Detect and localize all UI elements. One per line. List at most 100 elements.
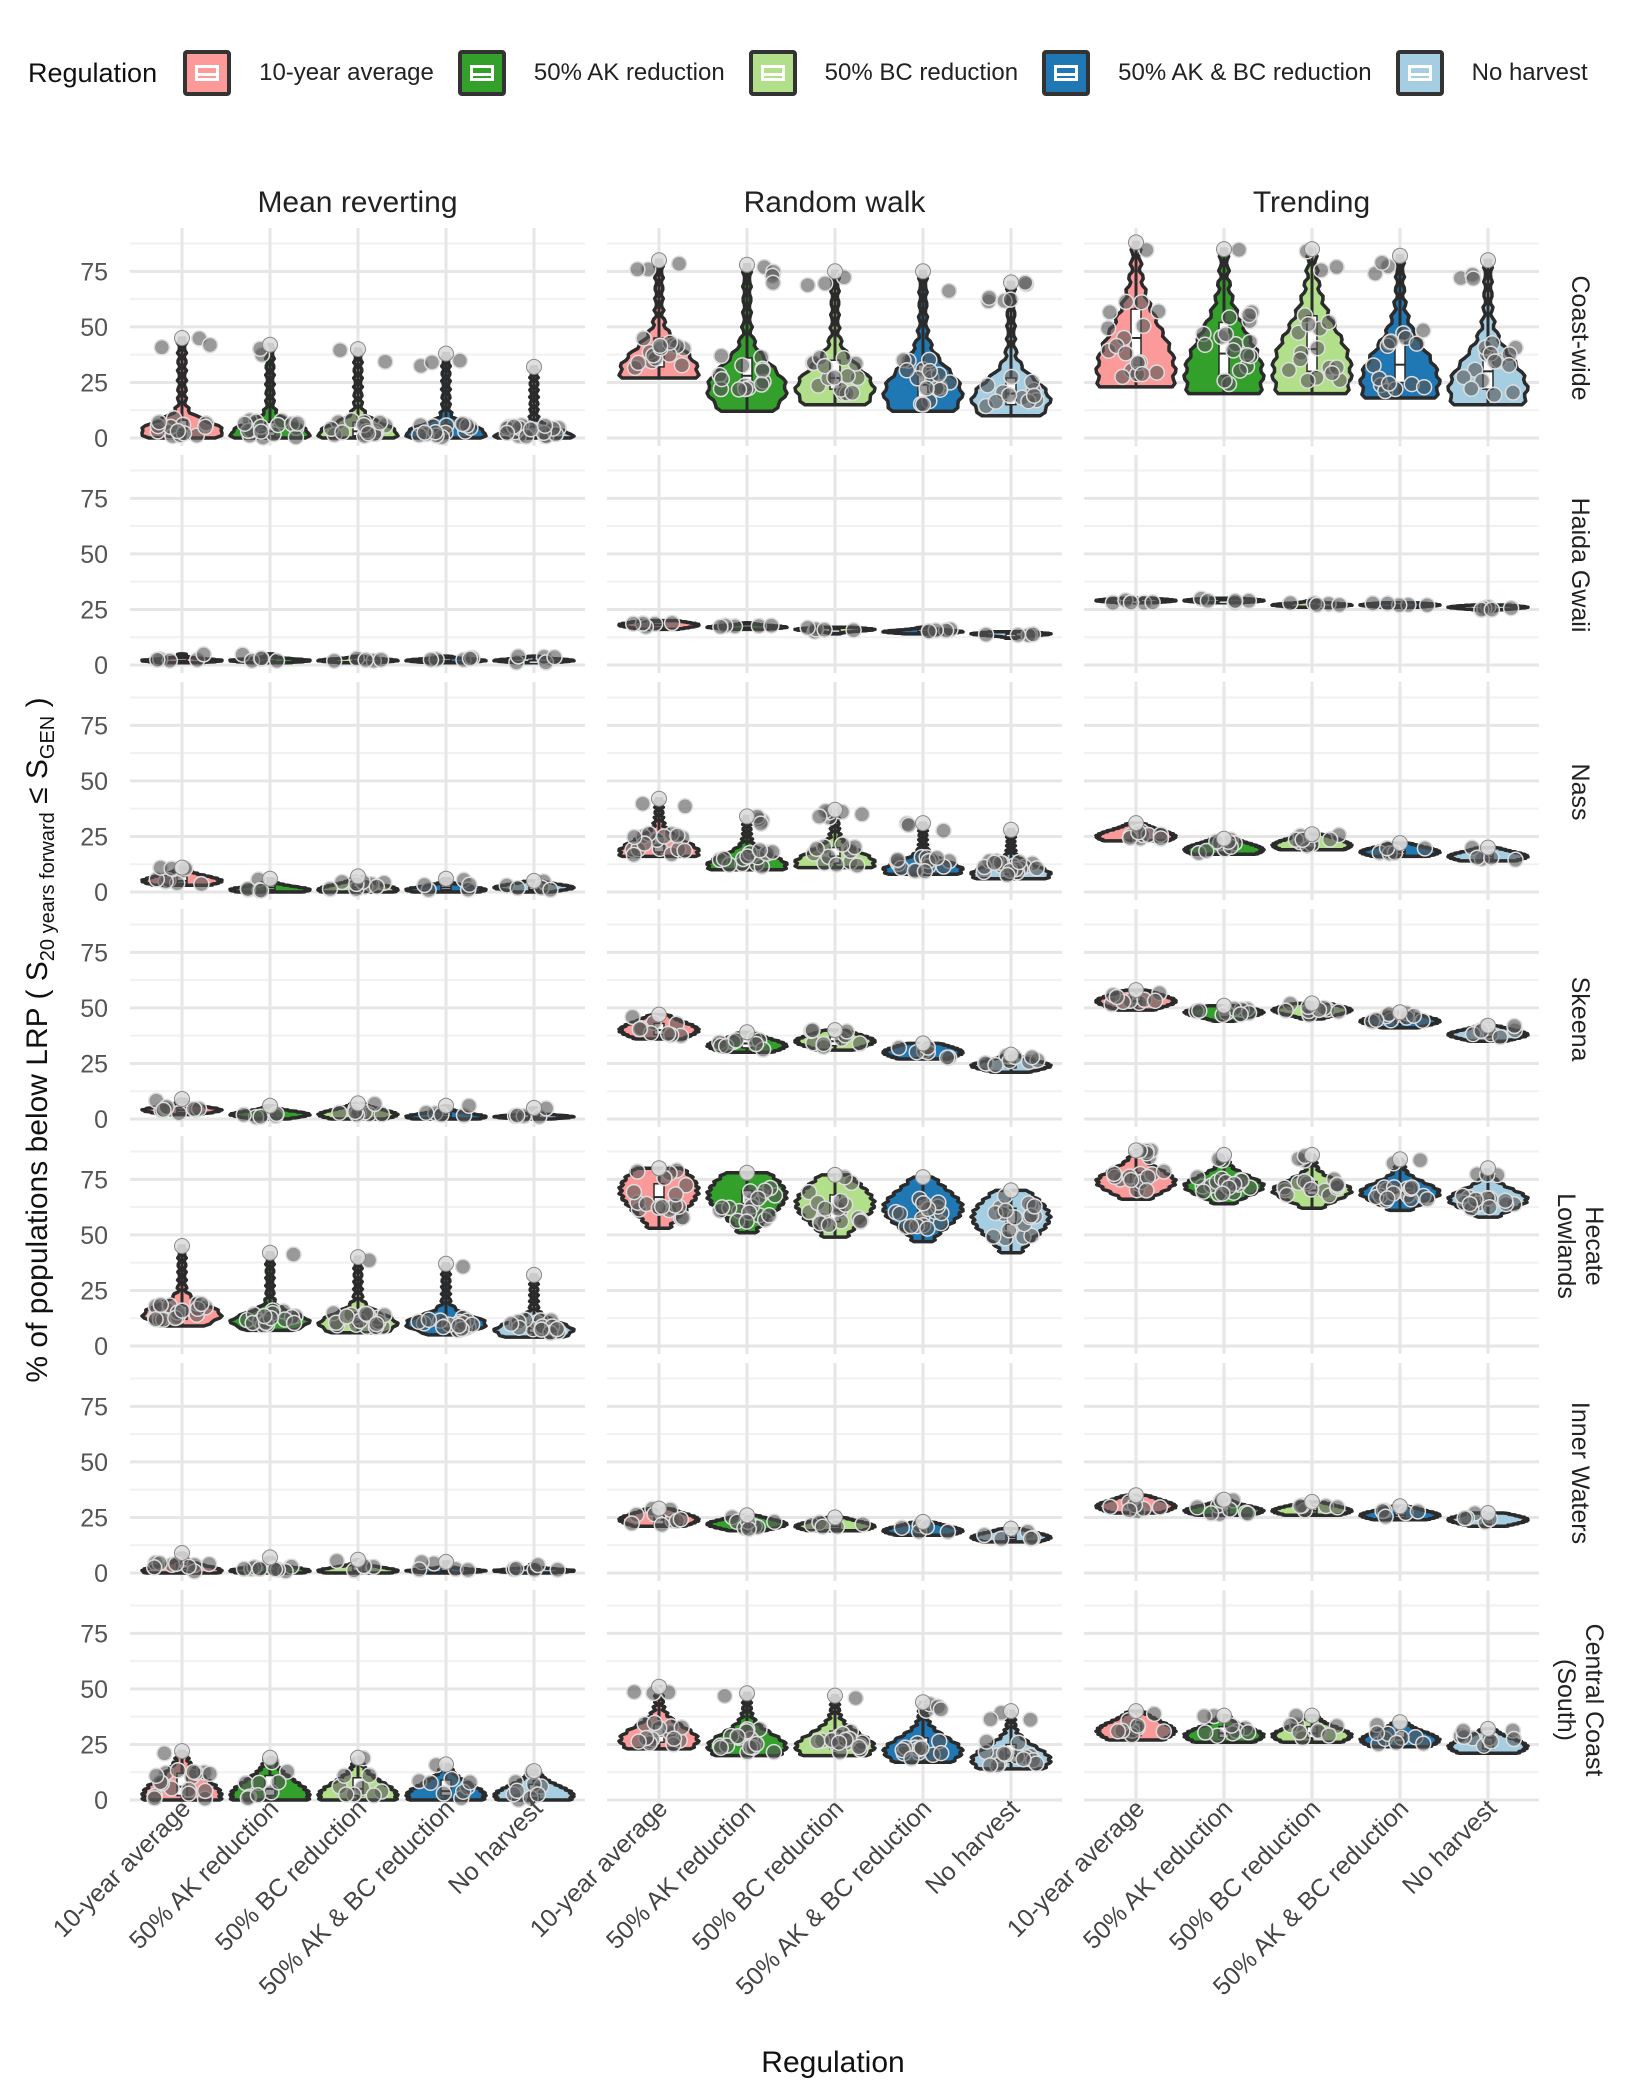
x-tick-label: 50% BC reduction: [1164, 1794, 1326, 1956]
outlier-point: [1304, 995, 1320, 1012]
data-point: [185, 1100, 203, 1118]
legend-title: Regulation: [28, 57, 158, 88]
data-point: [753, 376, 770, 393]
data-point: [1238, 346, 1256, 364]
data-point: [368, 1315, 385, 1333]
data-point: [1329, 1499, 1346, 1516]
outlier-point: [1480, 839, 1496, 856]
data-point: [1216, 372, 1233, 389]
y-tick-label: 25: [80, 596, 108, 624]
legend-label: No harvest: [1471, 59, 1588, 86]
data-point: [252, 423, 270, 440]
data-point: [459, 1561, 477, 1579]
data-point: [1481, 1199, 1498, 1216]
data-point: [646, 1714, 663, 1732]
outlier-point: [915, 1694, 931, 1711]
data-point: [1144, 594, 1161, 611]
data-point: [928, 849, 946, 867]
data-point: [278, 1763, 296, 1780]
data-point: [1241, 333, 1259, 351]
data-point: [713, 370, 731, 388]
facet-row-label-haida-gwaii: Haida Gwaii: [1566, 498, 1594, 633]
data-point: [914, 1194, 932, 1212]
data-point: [1003, 368, 1020, 386]
y-tick-label: 50: [80, 1676, 108, 1704]
data-point: [1291, 351, 1309, 368]
y-tick-label: 75: [80, 939, 108, 967]
data-point: [1232, 1006, 1249, 1023]
data-point: [669, 827, 686, 844]
data-point: [1099, 320, 1117, 337]
data-point: [1463, 380, 1480, 397]
data-point: [1214, 1185, 1231, 1202]
x-tick-label: No harvest: [1397, 1794, 1502, 1899]
data-point: [1377, 1508, 1394, 1525]
data-point: [851, 1035, 869, 1052]
data-point: [816, 1200, 834, 1217]
outlier-point: [915, 1035, 931, 1052]
outlier-point: [1304, 1707, 1320, 1724]
data-point: [1117, 293, 1135, 311]
data-point: [195, 646, 212, 663]
data-point: [676, 798, 694, 815]
outlier-point: [1392, 1498, 1408, 1515]
data-point: [826, 369, 843, 386]
data-point: [1101, 303, 1119, 321]
y-tick-label: 50: [80, 995, 108, 1023]
data-point: [981, 1757, 999, 1774]
data-point: [1418, 596, 1436, 614]
data-point: [816, 275, 834, 292]
data-point: [148, 1767, 165, 1785]
outlier-point: [1128, 1487, 1144, 1504]
outlier-point: [1003, 1046, 1019, 1063]
data-point: [651, 337, 669, 355]
data-point: [193, 875, 210, 893]
data-point: [200, 1555, 218, 1573]
outlier-point: [739, 1685, 755, 1702]
data-point: [1331, 596, 1348, 614]
x-tick-label: 50% BC reduction: [210, 1794, 372, 1956]
data-point: [1411, 1151, 1429, 1169]
data-point: [1026, 1198, 1043, 1215]
data-point: [893, 1519, 911, 1536]
data-point: [152, 1296, 170, 1314]
data-point: [672, 1511, 690, 1528]
data-point: [938, 1049, 956, 1066]
data-point: [169, 1762, 187, 1779]
y-tick-label: 25: [80, 1277, 108, 1305]
outlier-point: [739, 1164, 755, 1181]
data-point: [670, 255, 688, 273]
data-point: [249, 1786, 267, 1804]
data-point: [1217, 325, 1235, 343]
outlier-point: [262, 1549, 278, 1566]
data-point: [748, 1735, 765, 1753]
data-point: [752, 815, 770, 832]
y-tick-label: 25: [80, 369, 108, 397]
data-point: [1009, 626, 1027, 644]
data-point: [1382, 333, 1400, 350]
facet-title-random-walk: Random walk: [744, 186, 927, 219]
data-point: [921, 362, 939, 380]
data-point: [854, 1515, 871, 1533]
data-point: [828, 856, 845, 873]
data-point: [201, 336, 219, 354]
outlier-point: [651, 252, 667, 269]
data-point: [1368, 1724, 1386, 1742]
facet-row-label-line: Central Coast: [1580, 1624, 1608, 1777]
data-point: [1408, 335, 1425, 352]
facet-row-label-line: Inner Waters: [1566, 1402, 1594, 1544]
data-point: [321, 880, 339, 898]
data-point: [1196, 336, 1214, 354]
data-point: [1373, 254, 1391, 271]
outlier-point: [1216, 1491, 1232, 1508]
data-point: [461, 650, 479, 667]
outlier-point: [1480, 1160, 1496, 1177]
data-point: [624, 615, 642, 633]
outlier-point: [526, 872, 542, 889]
outlier-point: [739, 256, 755, 273]
data-point: [529, 1786, 547, 1803]
outlier-point: [739, 1024, 755, 1041]
data-point: [629, 354, 647, 372]
data-point: [529, 1556, 547, 1574]
data-point: [653, 1198, 671, 1216]
